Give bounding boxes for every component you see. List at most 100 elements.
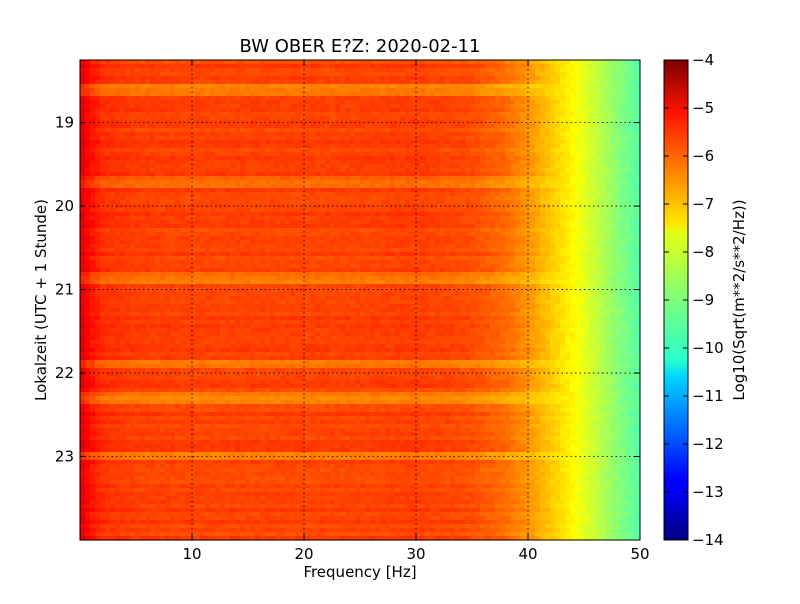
heatmap-cell xyxy=(365,212,371,217)
heatmap-cell xyxy=(110,200,116,205)
heatmap-cell xyxy=(225,124,231,129)
heatmap-cell xyxy=(635,180,641,185)
heatmap-cell xyxy=(220,208,226,213)
heatmap-cell xyxy=(490,84,496,89)
heatmap-cell xyxy=(340,144,346,149)
heatmap-cell xyxy=(510,136,516,141)
heatmap-cell xyxy=(545,144,551,149)
heatmap-cell xyxy=(235,164,241,169)
heatmap-cell xyxy=(260,148,266,153)
heatmap-cell xyxy=(335,236,341,241)
heatmap-cell xyxy=(310,92,316,97)
heatmap-cell xyxy=(300,108,306,113)
heatmap-cell xyxy=(455,192,461,197)
heatmap-cell xyxy=(600,176,606,181)
heatmap-cell xyxy=(630,92,636,97)
heatmap-cell xyxy=(260,64,266,69)
heatmap-cell xyxy=(270,168,276,173)
heatmap-cell xyxy=(345,112,351,117)
heatmap-cell xyxy=(300,236,306,241)
heatmap-cell xyxy=(85,192,91,197)
heatmap-cell xyxy=(535,224,541,229)
heatmap-cell xyxy=(530,104,536,109)
heatmap-cell xyxy=(225,84,231,89)
heatmap-cell xyxy=(315,120,321,125)
heatmap-cell xyxy=(100,112,106,117)
heatmap-cell xyxy=(495,220,501,225)
heatmap-cell xyxy=(185,160,191,165)
heatmap-cell xyxy=(165,212,171,217)
heatmap-cell xyxy=(120,128,126,133)
heatmap-cell xyxy=(140,172,146,177)
heatmap-cell xyxy=(320,116,326,121)
heatmap-cell xyxy=(565,92,571,97)
heatmap-cell xyxy=(355,128,361,133)
heatmap-cell xyxy=(465,196,471,201)
heatmap-cell xyxy=(385,68,391,73)
heatmap-cell xyxy=(145,184,151,189)
heatmap-cell xyxy=(160,160,166,165)
heatmap-cell xyxy=(230,184,236,189)
heatmap-cell xyxy=(160,76,166,81)
heatmap-cell xyxy=(505,84,511,89)
heatmap-cell xyxy=(565,172,571,177)
heatmap-cell xyxy=(170,192,176,197)
heatmap-cell xyxy=(515,196,521,201)
heatmap-cell xyxy=(255,184,261,189)
heatmap-cell xyxy=(575,136,581,141)
heatmap-cell xyxy=(505,156,511,161)
heatmap-cell xyxy=(110,192,116,197)
heatmap-cell xyxy=(550,156,556,161)
heatmap-cell xyxy=(580,60,586,65)
heatmap-cell xyxy=(595,136,601,141)
heatmap-cell xyxy=(475,192,481,197)
heatmap-cell xyxy=(630,196,636,201)
heatmap-cell xyxy=(390,96,396,101)
heatmap-cell xyxy=(235,208,241,213)
heatmap-cell xyxy=(220,196,226,201)
heatmap-cell xyxy=(635,220,641,225)
heatmap-cell xyxy=(140,148,146,153)
heatmap-cell xyxy=(130,224,136,229)
heatmap-cell xyxy=(215,184,221,189)
heatmap-cell xyxy=(250,88,256,93)
heatmap-cell xyxy=(295,208,301,213)
heatmap-cell xyxy=(625,136,631,141)
heatmap-cell xyxy=(105,112,111,117)
heatmap-cell xyxy=(490,76,496,81)
heatmap-cell xyxy=(285,200,291,205)
heatmap-cell xyxy=(235,176,241,181)
heatmap-cell xyxy=(90,220,96,225)
heatmap-cell xyxy=(425,208,431,213)
heatmap-cell xyxy=(125,60,131,65)
heatmap-cell xyxy=(225,96,231,101)
heatmap-cell xyxy=(230,76,236,81)
heatmap-cell xyxy=(485,168,491,173)
heatmap-cell xyxy=(110,148,116,153)
heatmap-cell xyxy=(615,160,621,165)
heatmap-cell xyxy=(525,164,531,169)
heatmap-cell xyxy=(90,196,96,201)
heatmap-cell xyxy=(620,196,626,201)
heatmap-cell xyxy=(365,152,371,157)
heatmap-cell xyxy=(280,184,286,189)
heatmap-cell xyxy=(630,220,636,225)
heatmap-cell xyxy=(555,192,561,197)
heatmap-cell xyxy=(540,184,546,189)
heatmap-cell xyxy=(165,104,171,109)
heatmap-cell xyxy=(170,136,176,141)
heatmap-cell xyxy=(160,228,166,233)
heatmap-cell xyxy=(635,232,641,237)
heatmap-cell xyxy=(555,132,561,137)
heatmap-cell xyxy=(140,200,146,205)
heatmap-cell xyxy=(455,72,461,77)
heatmap-cell xyxy=(140,136,146,141)
heatmap-cell xyxy=(410,224,416,229)
heatmap-cell xyxy=(605,224,611,229)
heatmap-cell xyxy=(95,84,101,89)
heatmap-cell xyxy=(610,80,616,85)
heatmap-cell xyxy=(195,124,201,129)
heatmap-cell xyxy=(345,172,351,177)
heatmap-cell xyxy=(205,184,211,189)
heatmap-cell xyxy=(615,156,621,161)
